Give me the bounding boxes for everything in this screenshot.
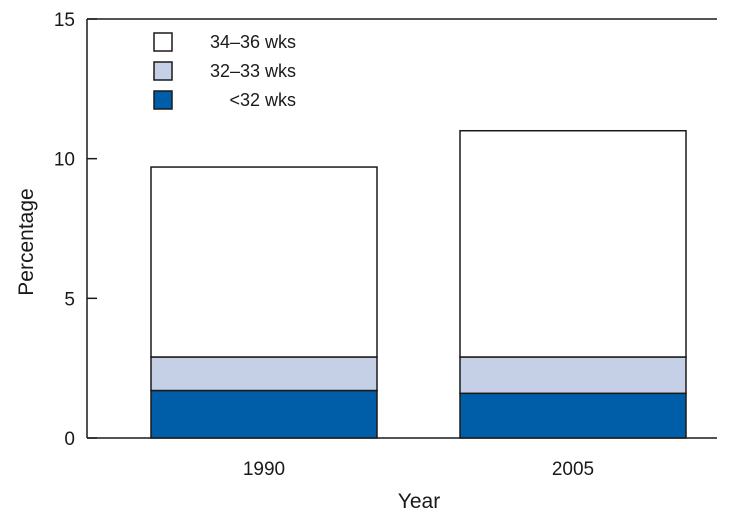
legend-swatch (153, 61, 173, 81)
bar-segment (459, 392, 687, 439)
bar-segment (459, 356, 687, 395)
y-tick-label: 5 (64, 289, 75, 310)
plot-area: 0 5 10 15 1990 2005 (54, 10, 717, 480)
legend-label: 34–36 wks (210, 32, 296, 52)
legend-label: <32 wks (229, 90, 296, 110)
x-axis-title: Year (398, 490, 440, 513)
bar-segment (459, 129, 687, 358)
legend-swatch (153, 32, 173, 52)
bar-segment (150, 166, 378, 358)
y-tick-label: 0 (64, 429, 75, 450)
y-tick-label: 15 (54, 10, 75, 31)
legend: 34–36 wks 32–33 wks <32 wks (153, 32, 296, 110)
legend-label: 32–33 wks (210, 61, 296, 81)
y-tick-label: 10 (54, 150, 75, 171)
bar-segment (150, 389, 378, 439)
x-tick-label: 2005 (552, 459, 594, 480)
x-tick-label: 1990 (243, 459, 285, 480)
bar-segment (150, 356, 378, 392)
legend-swatch (153, 90, 173, 110)
y-axis-title: Percentage (15, 188, 38, 295)
